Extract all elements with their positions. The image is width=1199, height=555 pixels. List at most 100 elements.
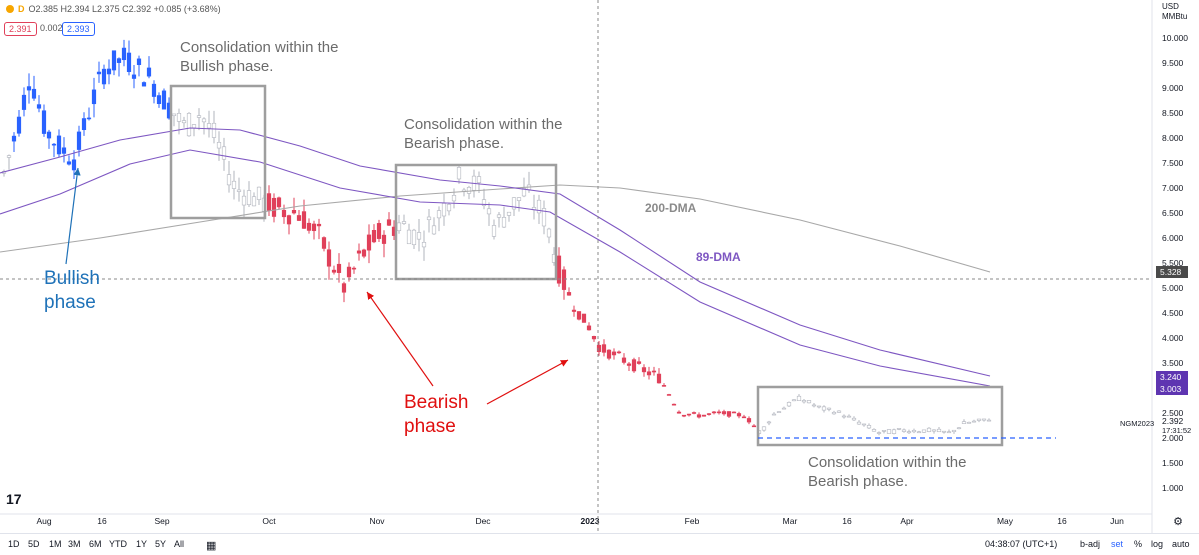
utc-clock[interactable]: 04:38:07 (UTC+1) — [985, 539, 1058, 549]
candle — [711, 411, 717, 415]
candle-body — [861, 423, 867, 426]
percent-toggle[interactable]: % — [1134, 539, 1143, 549]
candle — [971, 419, 977, 423]
candle — [496, 212, 502, 228]
timeframe-6m[interactable]: 6M — [89, 539, 102, 549]
candle-body — [51, 143, 57, 146]
candle-body — [606, 349, 612, 359]
candle-body — [326, 249, 332, 267]
candle-body — [706, 413, 712, 415]
candle — [536, 194, 542, 224]
candle — [916, 430, 922, 434]
timeframe-1y[interactable]: 1Y — [136, 539, 148, 549]
candle-body — [131, 74, 137, 79]
candle-body — [781, 407, 787, 410]
candle — [106, 59, 112, 85]
candle-body — [841, 415, 847, 418]
candle — [161, 88, 167, 110]
bid-price[interactable]: 2.391 — [4, 22, 37, 36]
y-tick-label: 8.000 — [1162, 133, 1184, 143]
candle-body — [446, 204, 452, 212]
candle-body — [511, 197, 517, 210]
timeframe-ytd[interactable]: YTD — [109, 539, 127, 549]
candle-body — [976, 418, 982, 421]
x-tick-label: 16 — [1057, 516, 1067, 526]
candle-body — [731, 411, 737, 414]
candle — [741, 414, 747, 419]
candle-body — [221, 146, 227, 160]
ask-price[interactable]: 2.393 — [62, 22, 95, 36]
y-tick-label: 1.000 — [1162, 483, 1184, 493]
arrow-bullish — [65, 167, 81, 265]
candle — [46, 129, 52, 149]
candle-body — [831, 411, 837, 415]
candle — [761, 426, 767, 432]
candle — [821, 405, 827, 413]
candle-body — [791, 399, 797, 402]
timeframe-3m[interactable]: 3M — [68, 539, 81, 549]
candle-body — [951, 429, 957, 433]
auto-toggle[interactable]: auto — [1172, 539, 1190, 549]
candle-body — [701, 414, 707, 417]
timeframe-all[interactable]: All — [174, 539, 185, 549]
set-toggle[interactable]: set — [1111, 539, 1124, 549]
candle — [31, 75, 37, 101]
candle-body — [226, 174, 232, 186]
candle — [546, 227, 552, 244]
candle-body — [741, 416, 747, 419]
candle — [846, 414, 852, 418]
candle-body — [901, 429, 907, 432]
candle-body — [586, 325, 592, 331]
symbol-dot-icon — [6, 5, 14, 13]
candle-body — [751, 425, 757, 428]
candle — [781, 406, 787, 410]
b-adj-toggle[interactable]: b-adj — [1080, 539, 1101, 549]
candle — [951, 429, 957, 434]
candle-body — [161, 90, 167, 110]
candle-body — [776, 411, 782, 413]
candle-body — [581, 313, 587, 323]
candle-body — [931, 429, 937, 432]
candle-body — [61, 147, 67, 154]
candle — [251, 192, 257, 207]
candle-body — [346, 266, 352, 278]
candle-body — [176, 113, 182, 122]
candle-body — [181, 120, 187, 124]
log-toggle[interactable]: log — [1151, 539, 1164, 549]
candle-body — [496, 214, 502, 218]
candle — [11, 132, 17, 153]
candle-body — [516, 197, 522, 201]
candle-body — [101, 68, 107, 85]
candle — [876, 431, 882, 436]
timeframe-1d[interactable]: 1D — [8, 539, 20, 549]
candle — [746, 416, 752, 425]
label-bullish-phase: Bullish phase — [44, 268, 100, 313]
annotation-arrows — [65, 167, 569, 405]
candle-body — [621, 357, 627, 363]
note-consolidation-bearish-1: Consolidation within the Bearish phase. — [404, 116, 563, 152]
candle-body — [301, 211, 307, 229]
candle — [181, 116, 187, 128]
candle-body — [371, 230, 377, 243]
candle-body — [406, 229, 412, 245]
candle — [216, 131, 222, 161]
candle-body — [361, 249, 367, 257]
candle-body — [401, 221, 407, 224]
date-range-icon[interactable]: ▦ — [206, 540, 217, 552]
y-tick-label: 9.500 — [1162, 58, 1184, 68]
candle — [556, 247, 562, 287]
candle — [841, 414, 847, 419]
timeframe-5d[interactable]: 5D — [28, 539, 40, 549]
consolidation-boxes — [169, 84, 1056, 447]
candle-body — [501, 217, 507, 228]
candle — [901, 428, 907, 433]
candle-body — [441, 203, 447, 217]
candle — [721, 409, 727, 416]
candle — [961, 419, 967, 424]
timeframe-1m[interactable]: 1M — [49, 539, 62, 549]
timeframe-5y[interactable]: 5Y — [155, 539, 167, 549]
candle-body — [231, 180, 237, 189]
candle-body — [6, 155, 12, 158]
y-tick-label: 10.000 — [1162, 33, 1188, 43]
